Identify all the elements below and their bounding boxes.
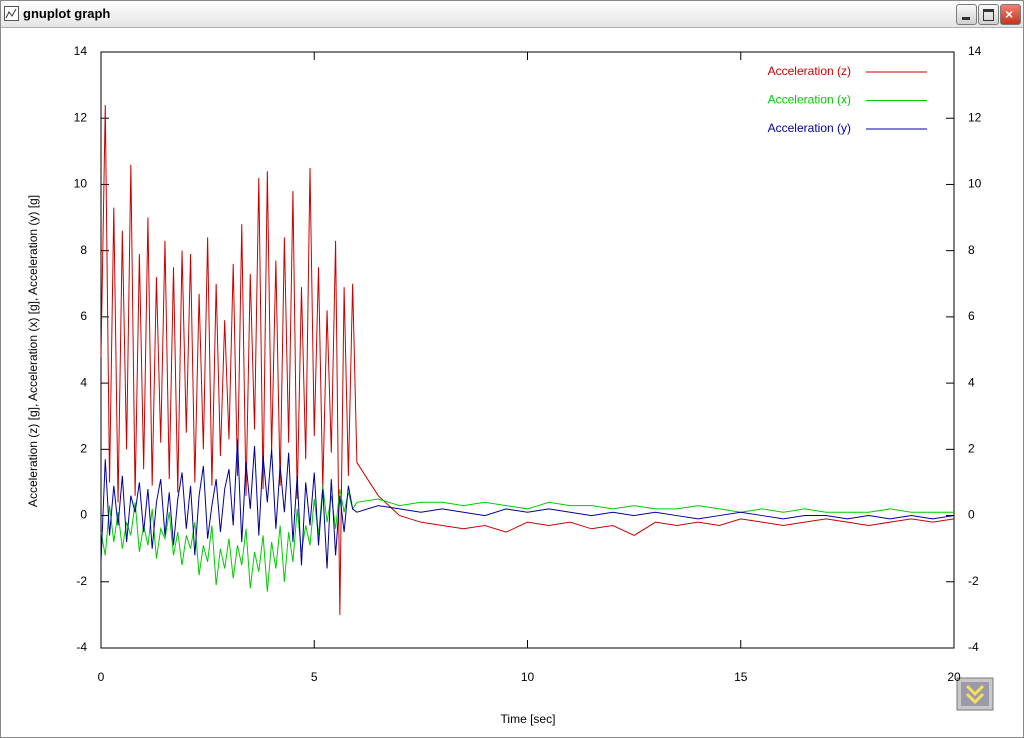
y-tick-label: 14 [74,44,88,58]
y-tick-label: 10 [74,177,88,191]
legend-label: Acceleration (y) [768,121,851,135]
scroll-button[interactable] [956,677,994,711]
y-tick-label: 2 [80,442,87,456]
title-bar: gnuplot graph × [1,1,1023,28]
series-line [100,104,955,615]
minimize-button[interactable] [956,4,977,25]
x-tick-label: 15 [734,670,748,684]
plot-border [100,51,955,649]
y2-tick-label: 8 [968,243,975,257]
y-tick-label: 8 [80,243,87,257]
app-icon [4,6,19,21]
y-tick-label: -2 [76,574,87,588]
y-tick-label: 0 [80,508,87,522]
x-axis-label: Time [sec] [501,712,556,726]
legend-label: Acceleration (z) [768,64,851,78]
y2-tick-label: 12 [968,110,982,124]
y2-tick-label: -4 [968,640,979,654]
y2-tick-label: 10 [968,177,982,191]
x-tick-label: 10 [521,670,535,684]
y2-tick-label: 6 [968,309,975,323]
series-line [100,485,954,592]
y2-tick-label: 0 [968,508,975,522]
y2-tick-label: 4 [968,375,975,389]
y-tick-label: -4 [76,640,87,654]
x-tick-label: 20 [947,670,961,684]
chart: Time [sec] Acceleration (z) [g], Acceler… [26,44,994,726]
y-tick-label: 12 [74,110,88,124]
y2-tick-label: -2 [968,574,979,588]
y-tick-label: 6 [80,309,87,323]
y2-tick-label: 2 [968,442,975,456]
window-title: gnuplot graph [23,6,111,21]
x-tick-label: 0 [98,670,105,684]
series-line [100,439,955,569]
y-tick-label: 4 [80,375,87,389]
y-axis-label: Acceleration (z) [g], Acceleration (x) [… [26,195,40,507]
x-tick-label: 5 [311,670,318,684]
legend-label: Acceleration (x) [768,93,851,107]
close-button[interactable]: × [1000,4,1021,25]
maximize-button[interactable] [978,4,999,25]
y2-tick-label: 14 [968,44,982,58]
